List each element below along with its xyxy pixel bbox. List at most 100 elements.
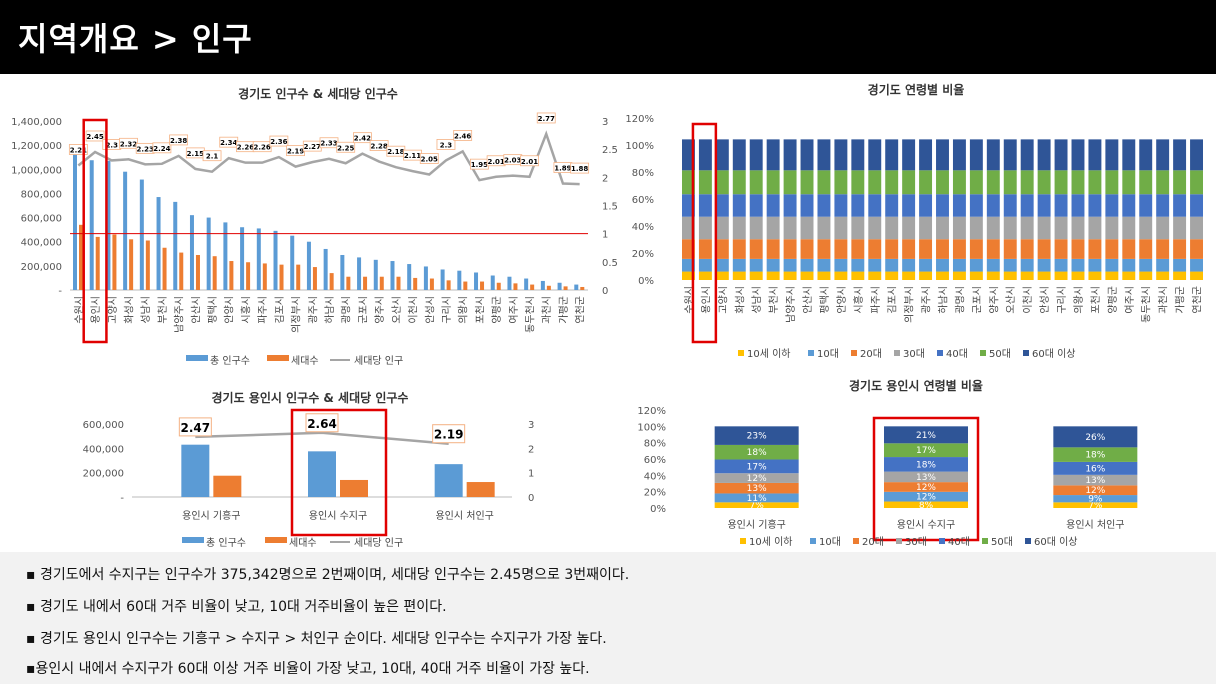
data-label: 2.25: [337, 144, 354, 152]
bar-household: [79, 224, 83, 290]
data-label: 2.3: [106, 141, 119, 149]
bar-total: [256, 228, 261, 290]
stack-segment: [1190, 216, 1203, 240]
y-tick-label: 100%: [637, 422, 666, 433]
bar-household: [346, 276, 351, 290]
segment-label: 12%: [1085, 486, 1105, 496]
legend-swatch: [186, 355, 208, 361]
stack-segment: [817, 239, 831, 259]
x-tick-label: 성남시: [140, 296, 152, 324]
stack-segment: [715, 271, 729, 280]
stack-segment: [698, 139, 712, 171]
stack-segment: [732, 271, 746, 280]
x-tick-label: 안양시: [836, 286, 848, 314]
stack-segment: [1088, 139, 1102, 171]
data-label: 2.26: [254, 144, 271, 152]
bar-total: [240, 227, 245, 290]
stack-segment: [986, 194, 1000, 217]
data-label: 2.33: [320, 140, 337, 148]
legend-swatch: [738, 350, 744, 356]
stack-segment: [1173, 194, 1187, 217]
bar-household: [212, 256, 217, 290]
stack-segment: [1020, 239, 1034, 259]
stack-segment: [936, 194, 949, 217]
y-tick-label: -: [58, 286, 62, 297]
legend-label: 30대: [903, 348, 925, 360]
stack-segment: [936, 239, 949, 259]
bullet-2: ▪ 경기도 내에서 60대 거주 비율이 낮고, 10대 거주비율이 높은 편이…: [26, 599, 447, 615]
x-tick-label: 의정부시: [904, 286, 916, 323]
stack-segment: [1190, 170, 1203, 195]
x-tick-label: 가평군: [558, 296, 570, 324]
bar-household: [329, 273, 334, 290]
data-label-box: [269, 135, 289, 147]
stack-segment: [919, 139, 933, 171]
stack-segment: [884, 471, 968, 483]
bar-household: [446, 280, 451, 290]
y-tick-label: 120%: [637, 406, 666, 417]
bar-total: [206, 217, 211, 290]
stack-segment: [969, 170, 983, 195]
stack-segment: [851, 170, 865, 195]
legend-swatch: [937, 350, 943, 356]
bar-household: [229, 261, 234, 290]
stack-segment: [834, 194, 848, 217]
stack-segment: [1190, 239, 1203, 259]
y2-tick-label: 0.5: [602, 258, 618, 269]
stack-segment: [919, 271, 933, 280]
bar-household: [312, 267, 317, 290]
stack-segment: [1156, 216, 1170, 240]
stack-segment: [1003, 139, 1017, 171]
legend-swatch: [853, 538, 859, 544]
bar-total: [173, 201, 178, 290]
x-tick-label: 광주시: [307, 296, 319, 324]
stack-segment: [1105, 139, 1119, 171]
segment-label: 12%: [747, 474, 767, 484]
y-tick-label: 200,000: [83, 469, 124, 480]
stack-segment: [1020, 194, 1034, 217]
stack-segment: [885, 258, 899, 272]
chart-title: 경기도 연령별 비율: [868, 82, 965, 97]
data-label-box: [202, 150, 222, 162]
bar-household: [195, 254, 200, 290]
y-tick-label: 1,000,000: [11, 165, 62, 176]
stack-segment: [936, 271, 949, 280]
page-title: 지역개요 > 인구: [18, 20, 253, 58]
x-tick-label: 하남시: [323, 296, 336, 324]
bar-household: [413, 277, 418, 290]
stack-segment: [732, 194, 746, 217]
stack-segment: [851, 216, 865, 240]
legend-label: 40대: [948, 536, 970, 548]
stack-segment: [1122, 271, 1136, 280]
x-tick-label: 과천시: [1158, 286, 1170, 314]
y2-tick-label: 2: [602, 173, 608, 184]
legend-label: 총 인구수: [210, 355, 250, 367]
bar-total: [390, 261, 395, 290]
x-tick-label: 구리시: [1056, 286, 1068, 314]
stack-segment: [1053, 461, 1138, 475]
data-label-box: [85, 130, 105, 142]
stack-segment: [834, 271, 848, 280]
bar-household: [296, 264, 301, 290]
data-label: 2.32: [120, 140, 137, 148]
stack-segment: [1122, 170, 1136, 195]
stack-segment: [851, 258, 865, 272]
legend-swatch: [894, 350, 900, 356]
highlight-box: [872, 416, 980, 542]
y2-tick-label: 0: [528, 493, 534, 504]
stack-segment: [1105, 194, 1119, 217]
bullet-3: ▪ 경기도 용인시 인구수는 기흥구 > 수지구 > 처인구 순이다. 세대당 …: [26, 631, 607, 647]
x-tick-label: 양평군: [491, 296, 503, 324]
y2-tick-label: 2.5: [602, 145, 618, 156]
stack-segment: [714, 473, 799, 483]
x-tick-label: 용인시 기흥구: [727, 518, 785, 531]
stack-segment: [969, 216, 983, 240]
segment-label: 13%: [747, 484, 767, 494]
y-tick-label: 20%: [644, 488, 666, 499]
bar-total: [574, 284, 579, 290]
y-tick-label: 600,000: [83, 420, 124, 431]
segment-label: 21%: [916, 431, 936, 441]
stack-segment: [783, 139, 797, 171]
y-tick-label: 400,000: [83, 444, 124, 455]
